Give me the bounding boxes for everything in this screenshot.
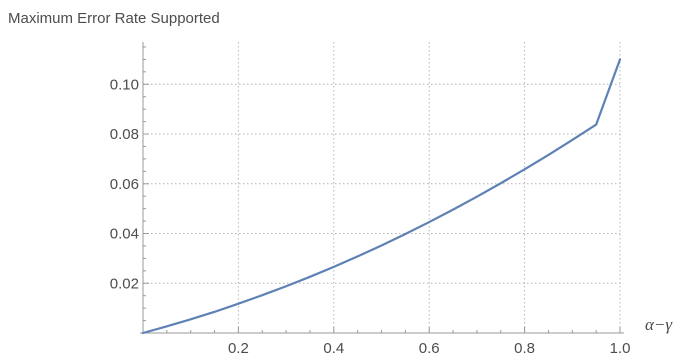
x-tick-label-3: 0.8 xyxy=(514,340,535,357)
y-tick-label-3: 0.08 xyxy=(110,126,139,143)
chart-title: Maximum Error Rate Supported xyxy=(8,10,220,27)
series-line-0 xyxy=(141,58,622,335)
x-tick-label-1: 0.4 xyxy=(323,340,344,357)
x-axis-label: α−γ xyxy=(645,315,673,334)
y-tick-label-2: 0.06 xyxy=(110,176,139,193)
x-tick-label-2: 0.6 xyxy=(419,340,440,357)
ticks: 0.2 0.4 0.6 0.8 1.0 0.02 0.04 0.06 0.08 0.10 xyxy=(110,46,631,357)
y-tick-label-4: 0.10 xyxy=(110,76,139,93)
grid xyxy=(143,42,621,333)
x-tick-label-4: 1.0 xyxy=(610,340,631,357)
series xyxy=(141,58,622,335)
x-tick-label-0: 0.2 xyxy=(228,340,249,357)
axes xyxy=(140,42,624,334)
y-tick-label-0: 0.02 xyxy=(110,275,139,292)
y-tick-label-1: 0.04 xyxy=(110,226,139,243)
